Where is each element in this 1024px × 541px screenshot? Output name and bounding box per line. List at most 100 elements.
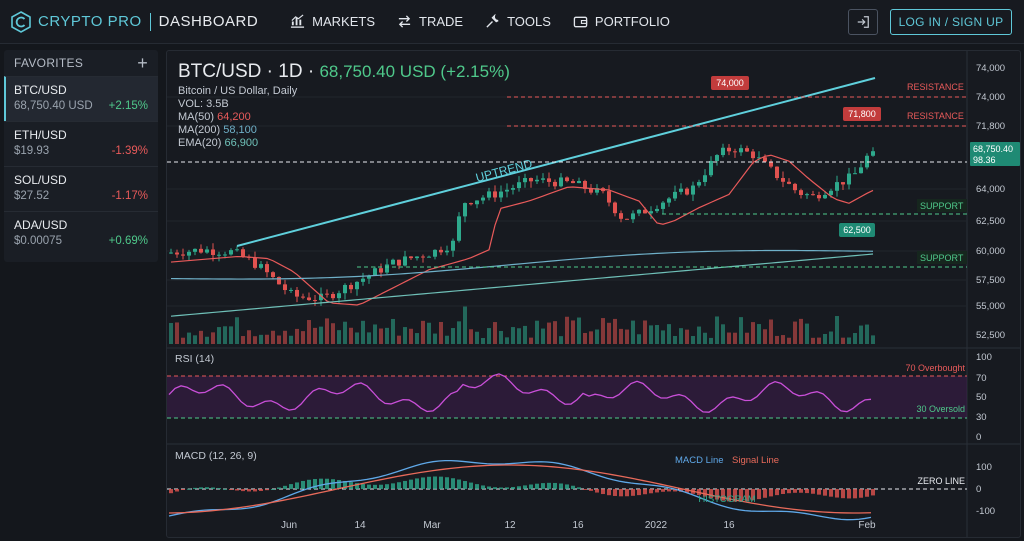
- rsi-tick-label: 0: [976, 432, 981, 443]
- add-favorite-button[interactable]: +: [137, 53, 148, 73]
- volume-bar: [745, 332, 749, 344]
- volume-bar: [463, 306, 467, 344]
- volume-bar: [811, 337, 815, 344]
- volume-bar: [343, 321, 347, 344]
- macd-histogram-bar: [283, 485, 287, 489]
- volume-bar: [271, 330, 275, 344]
- volume-bar: [187, 332, 191, 344]
- favorite-item-ada[interactable]: ADA/USD $0.00075 +0.69%: [4, 211, 158, 256]
- volume-bar: [571, 320, 575, 344]
- favorite-price: $27.52: [14, 190, 50, 202]
- support-label: SUPPORT: [920, 253, 964, 263]
- volume-bar: [445, 335, 449, 344]
- macd-histogram-bar: [493, 487, 497, 489]
- sign-in-icon: [857, 16, 869, 28]
- nav-markets[interactable]: MARKETS: [290, 14, 375, 29]
- volume-bar: [301, 331, 305, 344]
- logo[interactable]: CRYPTO PRO DASHBOARD: [10, 10, 258, 33]
- macd-histogram-bar: [859, 489, 863, 498]
- macd-histogram-bar: [187, 488, 191, 490]
- favorite-symbol: ETH/USD: [14, 128, 67, 142]
- chart-panel[interactable]: UPTREND RESISTANCE RESISTANCE SUPPORT SUPPOR…: [166, 50, 1021, 538]
- candle-body: [661, 202, 665, 209]
- sign-in-icon-button[interactable]: [848, 9, 878, 35]
- volume-bar: [367, 332, 371, 344]
- candle-body: [295, 289, 299, 297]
- macd-histogram-bar: [811, 489, 815, 494]
- nav-tools[interactable]: TOOLS: [485, 14, 551, 29]
- candle-body: [691, 185, 695, 195]
- macd-histogram-bar: [367, 484, 371, 489]
- ma50-label: MA(50): [178, 111, 215, 123]
- chart-last-price: 68,750.40 USD (+2.15%): [319, 62, 510, 81]
- macd-histogram-bar: [523, 485, 527, 489]
- volume-bar: [355, 332, 359, 344]
- volume-bar: [175, 322, 179, 344]
- volume-bar: [829, 331, 833, 344]
- nav-trade[interactable]: TRADE: [397, 14, 463, 29]
- volume-bar: [505, 337, 509, 344]
- macd-histogram-bar: [607, 489, 611, 496]
- favorite-price: 68,750.40 USD: [14, 100, 93, 112]
- candle-body: [331, 293, 335, 299]
- macd-histogram-bar: [319, 478, 323, 489]
- macd-histogram-bar: [295, 482, 299, 489]
- macd-histogram-bar: [577, 487, 581, 489]
- macd-histogram-bar: [739, 489, 743, 502]
- candle-body: [727, 147, 731, 152]
- candle-body: [835, 182, 839, 191]
- macd-histogram-bar: [805, 489, 809, 494]
- favorite-item-btc[interactable]: BTC/USD 68,750.40 USD +2.15%: [4, 76, 158, 121]
- favorite-item-sol[interactable]: SOL/USD $27.52 -1.17%: [4, 166, 158, 211]
- macd-histogram-bar: [571, 485, 575, 489]
- ma200-value: 58,100: [223, 124, 257, 136]
- histogram-label: HISTOGRAM: [698, 494, 755, 505]
- candle-body: [217, 254, 221, 256]
- volume-bar: [685, 329, 689, 344]
- volume-bar: [841, 337, 845, 344]
- time-tick-label: Jun: [281, 520, 297, 531]
- macd-histogram-bar: [829, 489, 833, 497]
- candle-body: [511, 188, 515, 190]
- login-signup-button[interactable]: LOG IN / SIGN UP: [890, 9, 1012, 35]
- candle-body: [559, 177, 563, 187]
- candle-body: [709, 160, 713, 176]
- macd-histogram-bar: [217, 488, 221, 490]
- candle-body: [721, 147, 725, 156]
- candle-body: [535, 179, 539, 182]
- macd-histogram-bar: [355, 483, 359, 489]
- volume-bar: [601, 318, 605, 344]
- volume-bar: [259, 334, 263, 344]
- ma50-line: [170, 154, 874, 306]
- zero-line-label: ZERO LINE: [917, 476, 965, 486]
- candle-body: [631, 213, 635, 220]
- volume-bar: [307, 320, 311, 344]
- macd-histogram-bar: [511, 486, 515, 489]
- favorite-item-eth[interactable]: ETH/USD $19.93 -1.39%: [4, 121, 158, 166]
- volume-bar: [283, 330, 287, 344]
- volume-bar: [859, 325, 863, 344]
- nav-portfolio[interactable]: PORTFOLIO: [573, 14, 670, 29]
- main-nav: MARKETS TRADE TOOLS PORTFOLIO: [290, 14, 670, 29]
- macd-histogram-bar: [649, 489, 653, 494]
- chart-pair: BTC/USD · 1D ·: [178, 61, 320, 82]
- candle-body: [319, 293, 323, 301]
- volume-bar: [697, 326, 701, 344]
- price-tick-label: 64,000: [976, 184, 1005, 195]
- macd-histogram-bar: [769, 489, 773, 497]
- candle-body: [211, 249, 215, 255]
- volume-bar: [325, 318, 329, 344]
- price-chart[interactable]: UPTRENDRESISTANCERESISTANCESUPPORTSUPPOR…: [167, 51, 1021, 538]
- volume-bar: [481, 337, 485, 344]
- time-tick-label: 16: [572, 520, 584, 531]
- macd-histogram-bar: [595, 489, 599, 493]
- candle-body: [733, 151, 737, 153]
- ma50-value: 64,200: [217, 111, 251, 123]
- volume-bar: [487, 328, 491, 344]
- candle-body: [481, 197, 485, 201]
- candle-body: [841, 182, 845, 185]
- candle-body: [337, 293, 341, 299]
- volume-bar: [337, 330, 341, 344]
- candle-body: [349, 284, 353, 290]
- macd-histogram-bar: [793, 489, 797, 493]
